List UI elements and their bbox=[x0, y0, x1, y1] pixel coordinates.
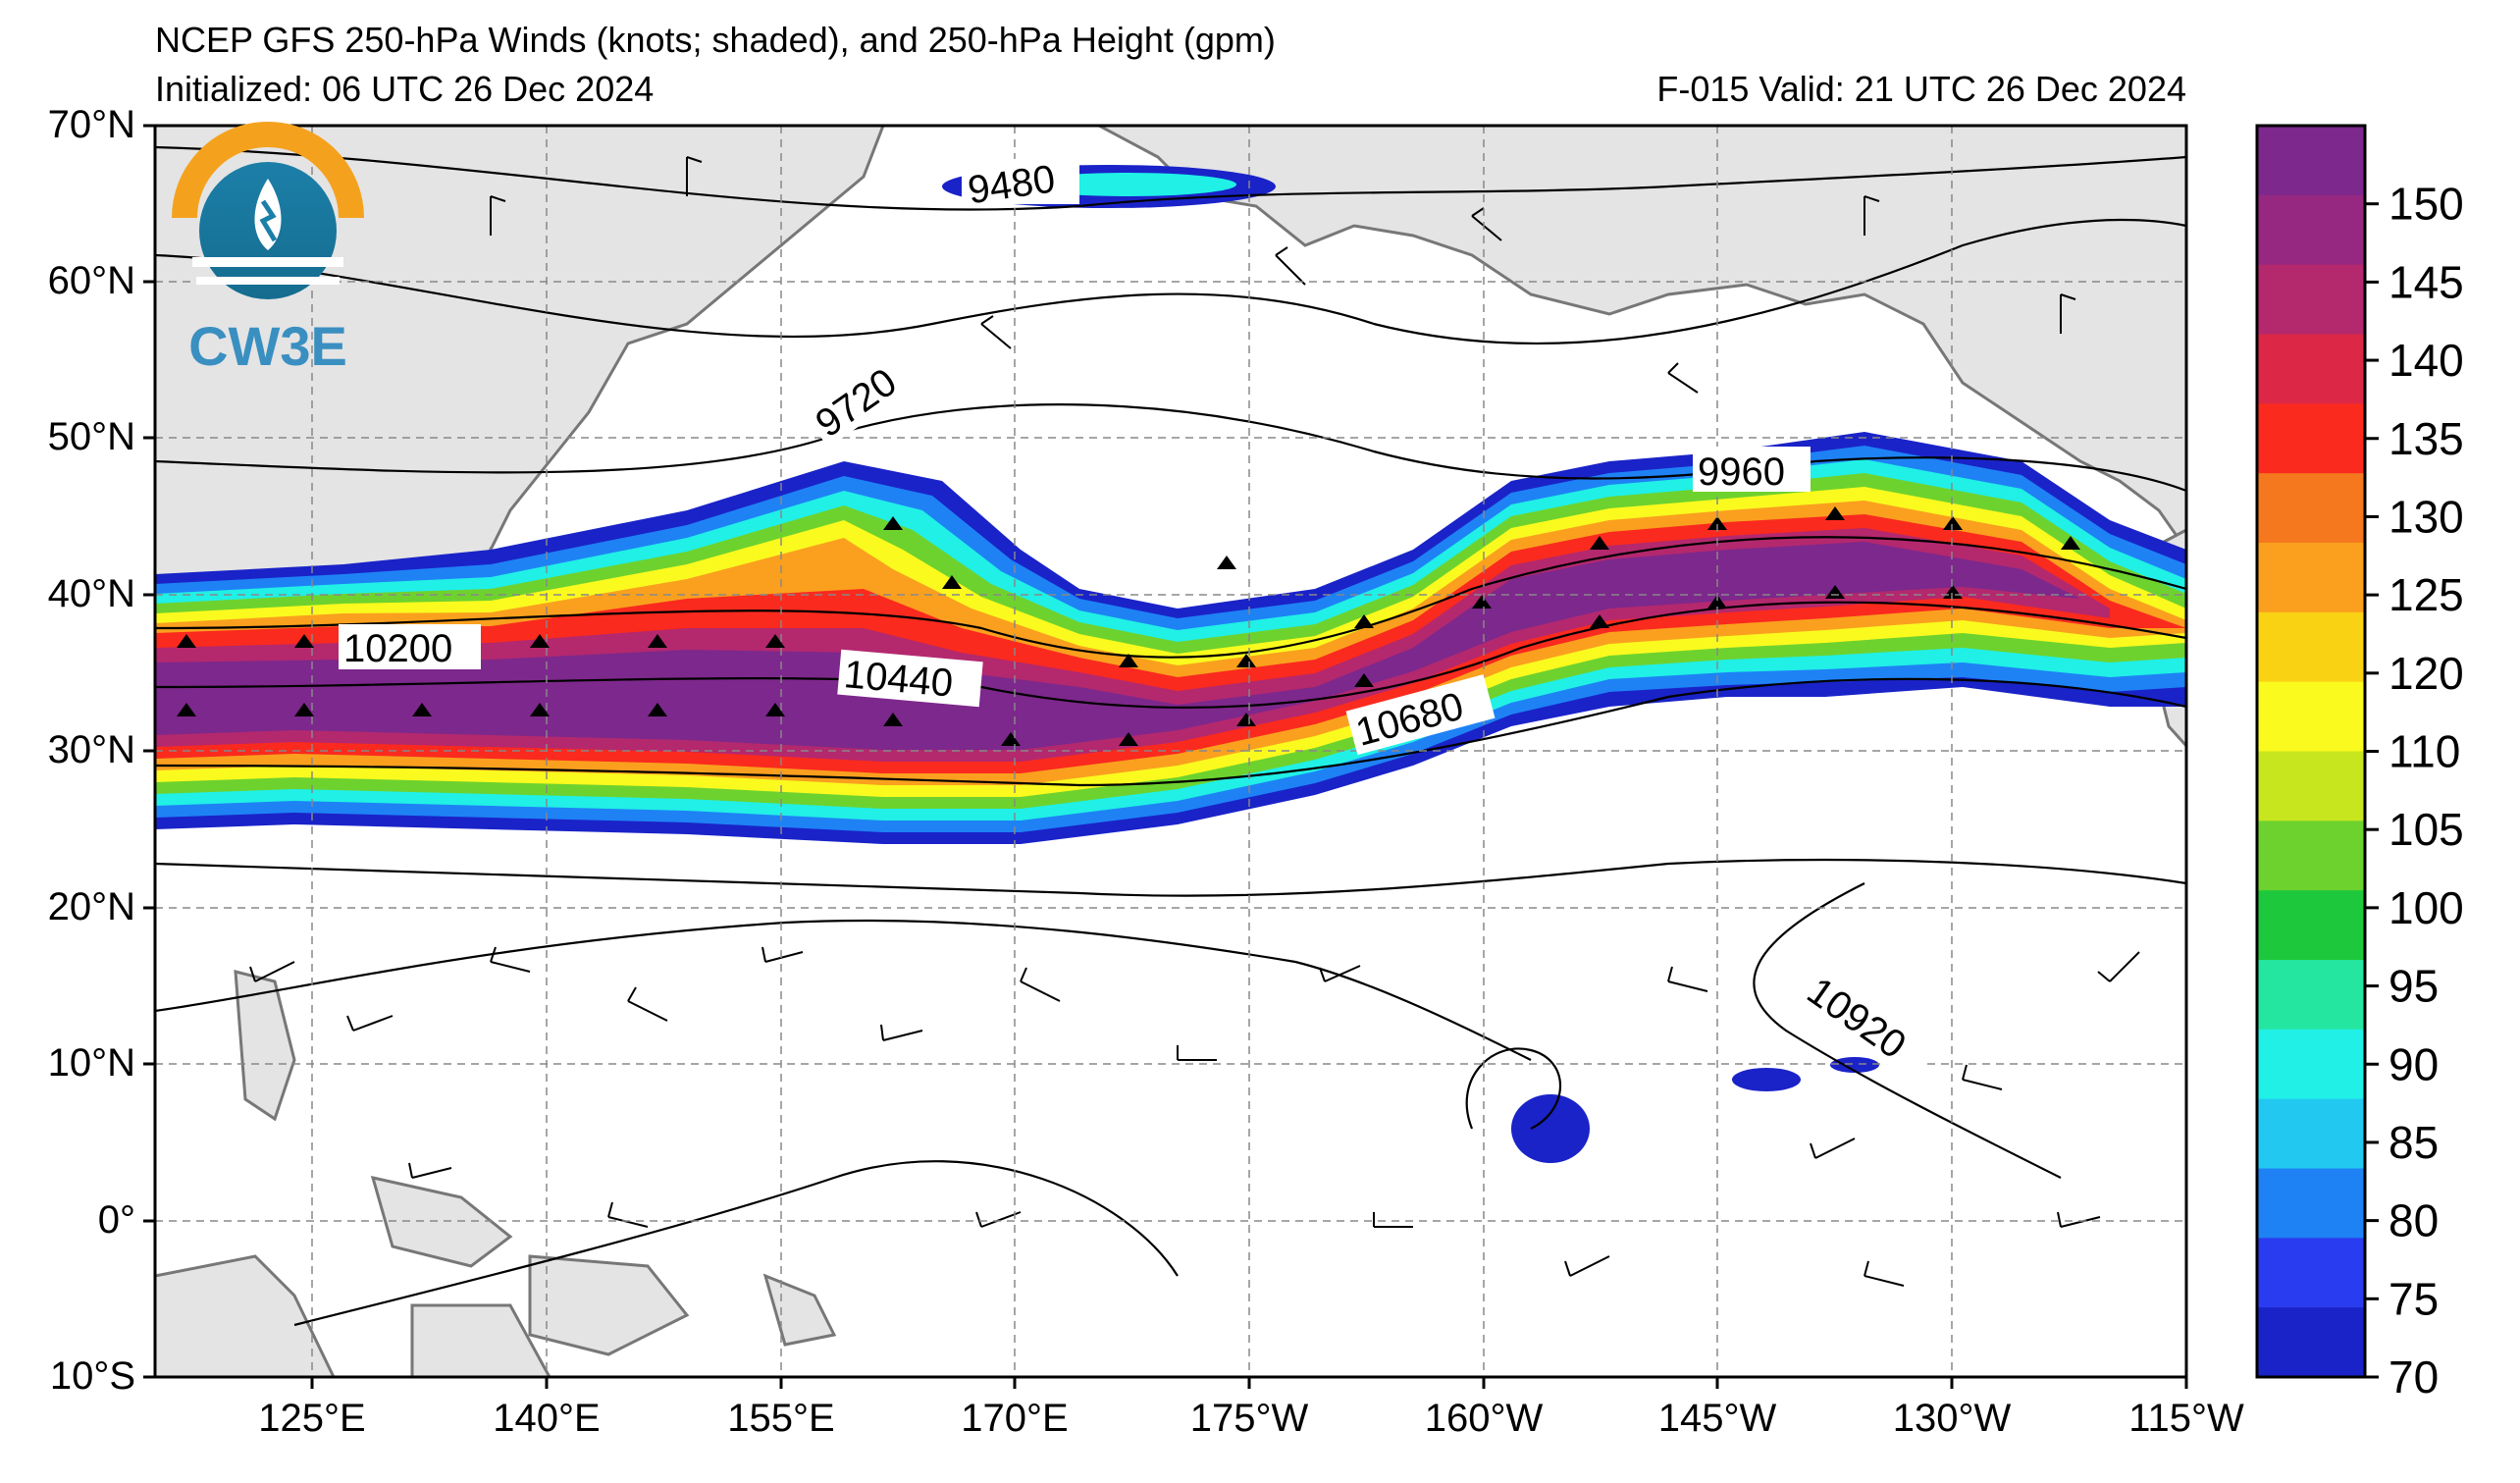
colorbar-segment bbox=[2257, 126, 2365, 196]
colorbar-tick-label: 80 bbox=[2389, 1195, 2439, 1246]
lat-label: 20°N bbox=[48, 885, 135, 928]
colorbar-tick-label: 100 bbox=[2389, 882, 2464, 933]
colorbar-segment bbox=[2257, 890, 2365, 961]
height-contours bbox=[155, 145, 2186, 1327]
height-label-10200: 10200 bbox=[343, 627, 452, 670]
initialized-time: Initialized: 06 UTC 26 Dec 2024 bbox=[155, 69, 655, 109]
chart-title: NCEP GFS 250-hPa Winds (knots; shaded), … bbox=[155, 20, 1276, 60]
colorbar-segment bbox=[2257, 1029, 2365, 1100]
height-label-10440: 10440 bbox=[842, 653, 955, 706]
gridlines bbox=[155, 126, 2186, 1377]
colorbar-segment bbox=[2257, 334, 2365, 404]
lon-labels: 125°E 140°E 155°E 170°E 175°W 160°W 145°… bbox=[258, 1397, 2244, 1440]
lon-label: 125°E bbox=[258, 1397, 365, 1440]
colorbar-segment bbox=[2257, 194, 2365, 266]
colorbar-segment bbox=[2257, 681, 2365, 752]
lat-label: 70°N bbox=[48, 103, 135, 146]
lon-label: 140°E bbox=[493, 1397, 600, 1440]
colorbar-segment bbox=[2257, 751, 2365, 821]
colorbar-segment bbox=[2257, 1307, 2365, 1378]
colorbar-segment bbox=[2257, 1098, 2365, 1169]
lat-ticks bbox=[143, 124, 155, 1379]
lon-ticks bbox=[310, 1377, 2188, 1389]
colorbar-tick-label: 130 bbox=[2389, 491, 2464, 542]
lat-label: 30°N bbox=[48, 728, 135, 771]
colorbar: 70 75 80 85 90 95 100 105 110 120 125 130 135 140 145 1… bbox=[2255, 124, 2464, 1403]
colorbar-segment bbox=[2257, 960, 2365, 1031]
lon-label: 160°W bbox=[1425, 1397, 1544, 1440]
height-labels: 9480 9720 9960 10200 10440 10680 10920 bbox=[339, 157, 1939, 1084]
colorbar-tick-label: 75 bbox=[2389, 1273, 2439, 1324]
jet-stream-shading bbox=[155, 165, 2186, 1163]
colorbar-segment bbox=[2257, 473, 2365, 544]
lat-label: 0° bbox=[98, 1198, 135, 1242]
lon-label: 170°E bbox=[961, 1397, 1068, 1440]
colorbar-segment bbox=[2257, 1238, 2365, 1308]
lat-labels: 70°N 60°N 50°N 40°N 30°N 20°N 10°N 0° 10… bbox=[48, 103, 135, 1398]
logo-text: CW3E bbox=[188, 315, 347, 377]
colorbar-tick-label: 70 bbox=[2389, 1351, 2439, 1403]
colorbar-tick-label: 145 bbox=[2389, 256, 2464, 307]
colorbar-tick-label: 135 bbox=[2389, 413, 2464, 464]
lon-label: 175°W bbox=[1190, 1397, 1309, 1440]
colorbar-tick-label: 125 bbox=[2389, 569, 2464, 620]
height-label-9960: 9960 bbox=[1698, 450, 1785, 494]
valid-time: F-015 Valid: 21 UTC 26 Dec 2024 bbox=[1656, 69, 2186, 109]
lat-label: 40°N bbox=[48, 572, 135, 615]
lat-label: 50°N bbox=[48, 415, 135, 458]
colorbar-tick-label: 90 bbox=[2389, 1038, 2439, 1089]
colorbar-tick-label: 120 bbox=[2389, 648, 2464, 699]
colorbar-segment bbox=[2257, 543, 2365, 613]
lat-label: 10°S bbox=[50, 1354, 135, 1398]
colorbar-segment bbox=[2257, 821, 2365, 891]
lon-label: 145°W bbox=[1658, 1397, 1777, 1440]
colorbar-tick-label: 105 bbox=[2389, 804, 2464, 855]
colorbar-tick-label: 150 bbox=[2389, 179, 2464, 230]
colorbar-tick-label: 110 bbox=[2389, 726, 2460, 777]
wind-barbs bbox=[249, 156, 2140, 1287]
colorbar-segment bbox=[2257, 1168, 2365, 1239]
lat-label: 60°N bbox=[48, 259, 135, 302]
colorbar-tick-label: 85 bbox=[2389, 1117, 2439, 1168]
colorbar-segment bbox=[2257, 611, 2365, 683]
lat-label: 10°N bbox=[48, 1041, 135, 1085]
colorbar-tick-label: 140 bbox=[2389, 335, 2464, 386]
lon-label: 155°E bbox=[727, 1397, 834, 1440]
colorbar-tick-label: 95 bbox=[2389, 961, 2439, 1012]
cw3e-logo: CW3E bbox=[172, 122, 364, 377]
lon-label: 115°W bbox=[2128, 1397, 2244, 1440]
colorbar-segment bbox=[2257, 264, 2365, 335]
lon-label: 130°W bbox=[1893, 1397, 2012, 1440]
colorbar-segment bbox=[2257, 403, 2365, 474]
